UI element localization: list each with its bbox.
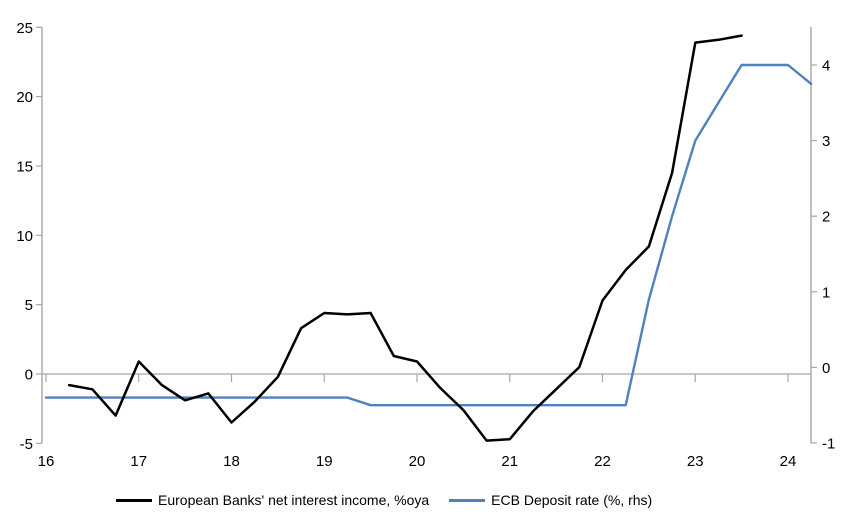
left-axis-tick-label: 20 — [16, 89, 33, 106]
right-axis-tick-label: 2 — [822, 209, 830, 226]
x-axis-tick-label: 19 — [316, 453, 333, 470]
x-axis-tick-label: 20 — [409, 453, 426, 470]
right-axis-tick-label: 0 — [822, 360, 830, 377]
right-axis-tick-label: 3 — [822, 133, 830, 150]
left-axis-tick-label: 25 — [16, 20, 33, 37]
series-line-ecb-deposit-rate — [44, 63, 813, 407]
legend-line-swatch-black — [116, 498, 152, 502]
left-axis-tick-label: 15 — [16, 158, 33, 175]
left-axis-tick-label: -5 — [20, 436, 33, 453]
left-axis-tick-label: 10 — [16, 228, 33, 245]
legend-line-swatch-blue — [449, 498, 486, 502]
x-axis-tick-label: 22 — [594, 453, 611, 470]
legend-item-ecb-deposit-rate: ECB Deposit rate (%, rhs) — [449, 492, 652, 508]
x-axis-tick-label: 17 — [130, 453, 147, 470]
chart-legend: European Banks' net interest income, %oy… — [116, 492, 652, 508]
legend-item-net-interest-income: European Banks' net interest income, %oy… — [116, 492, 429, 508]
x-axis-tick-label: 23 — [687, 453, 704, 470]
left-axis-tick-label: 0 — [25, 367, 33, 384]
x-axis-tick-label: 21 — [501, 453, 518, 470]
x-axis-tick-label: 16 — [38, 453, 55, 470]
series-line-net-interest-income — [67, 34, 743, 442]
legend-label-ecb-deposit-rate: ECB Deposit rate (%, rhs) — [491, 492, 653, 508]
right-axis-tick-label: -1 — [822, 436, 835, 453]
right-axis-tick-label: 1 — [822, 284, 830, 301]
x-axis-tick-label: 18 — [223, 453, 240, 470]
left-axis-tick-label: 5 — [25, 297, 33, 314]
x-axis-tick-label: 24 — [780, 453, 797, 470]
right-axis-tick-label: 4 — [822, 58, 830, 75]
legend-label-net-interest-income: European Banks' net interest income, %oy… — [158, 492, 430, 508]
